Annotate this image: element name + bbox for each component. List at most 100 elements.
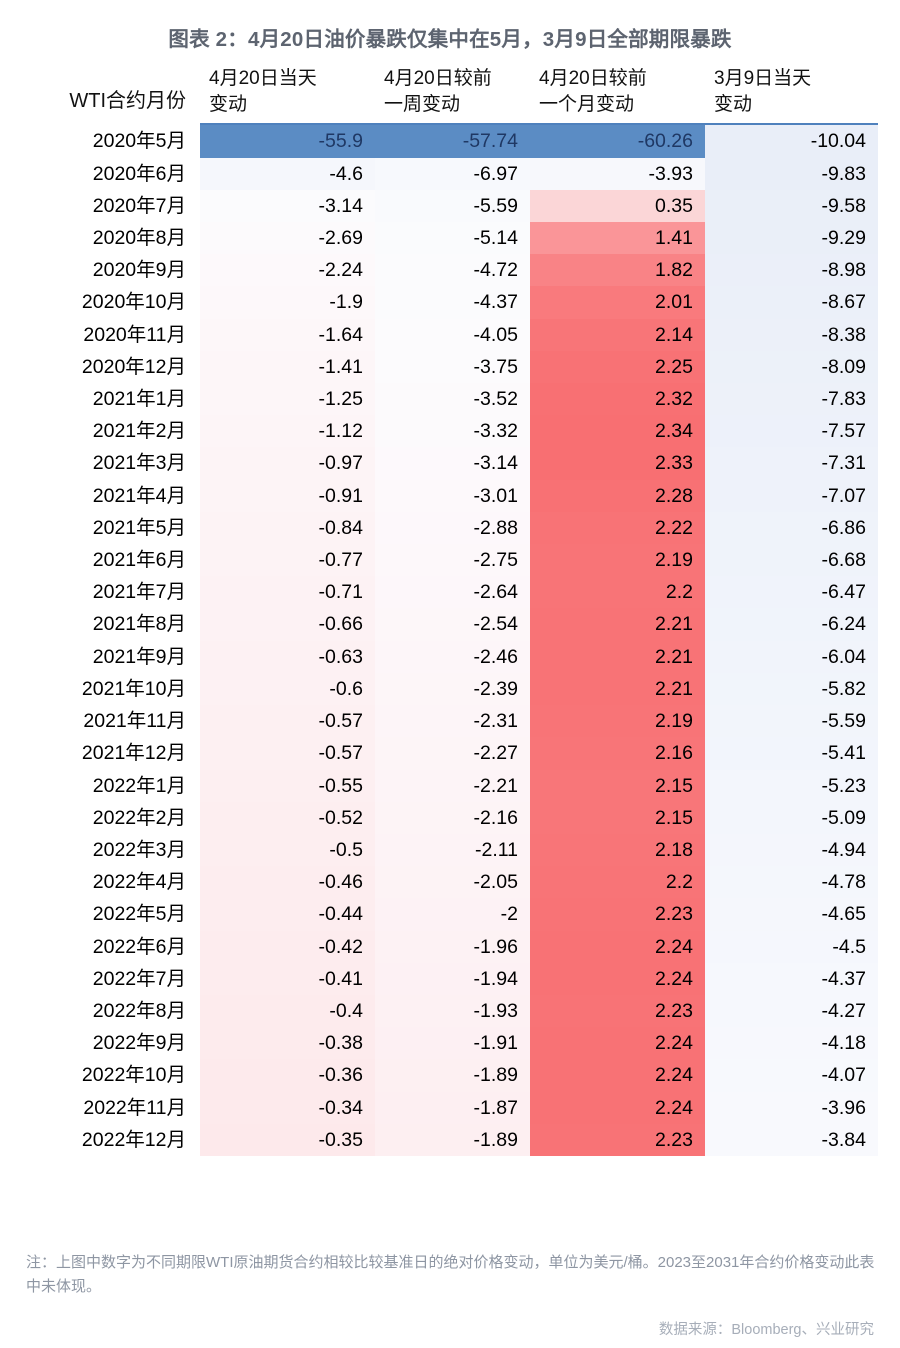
cell-d4: -5.23	[705, 769, 878, 802]
column-header-d3-line1: 4月20日较前	[539, 68, 647, 89]
table-row: 2020年10月 -1.9 -4.37 2.01 -8.67	[22, 286, 878, 319]
cell-d3: 1.41	[530, 222, 705, 255]
row-label-month: 2022年2月	[92, 806, 186, 829]
cell-d4: -4.65	[705, 898, 878, 931]
column-header-d1-line1: 4月20日当天	[209, 68, 317, 89]
cell-d1: -0.34	[200, 1091, 375, 1124]
cell-d4: -6.68	[705, 544, 878, 577]
cell-d1: -0.77	[200, 544, 375, 577]
row-label-month: 2020年7月	[92, 194, 186, 217]
table-row: 2022年11月 -0.34 -1.87 2.24 -3.96	[22, 1091, 878, 1124]
table-row: 2022年2月 -0.52 -2.16 2.15 -5.09	[22, 801, 878, 834]
row-label-month: 2021年2月	[92, 420, 186, 443]
table-header: WTI合约月份 4月20日当天 变动 4月20日较前 一周变动 4月20日较前 …	[22, 66, 878, 126]
row-label-month: 2021年1月	[92, 388, 186, 411]
column-header-d3-line2: 一个月变动	[539, 94, 635, 116]
row-label-month: 2021年10月	[81, 677, 186, 700]
cell-d1: -55.9	[200, 124, 375, 158]
row-label-month: 2022年6月	[92, 935, 186, 958]
cell-d1: -0.35	[200, 1123, 375, 1156]
table-row: 2021年8月 -0.66 -2.54 2.21 -6.24	[22, 608, 878, 641]
cell-d2: -2.54	[375, 608, 530, 641]
row-label-month: 2021年7月	[92, 581, 186, 604]
column-header-d1: 4月20日当天 变动	[200, 66, 375, 126]
cell-d2: -1.94	[375, 962, 530, 995]
table-body: 2020年5月 -55.9 -57.74 -60.26 -10.04 2020年6月 -4.…	[22, 124, 878, 1156]
cell-d4: -6.86	[705, 511, 878, 545]
cell-d2: -3.75	[375, 350, 530, 384]
cell-d2: -57.74	[375, 124, 530, 158]
row-label-month: 2021年9月	[92, 645, 186, 668]
row-label-month: 2022年12月	[81, 1128, 186, 1151]
cell-d2: -1.89	[375, 1123, 530, 1156]
column-header-d2-line2: 一周变动	[384, 94, 461, 116]
cell-d3: 2.23	[530, 994, 705, 1028]
cell-d4: -9.83	[705, 157, 878, 190]
cell-d2: -2.27	[375, 737, 530, 770]
cell-d3: 2.19	[530, 705, 705, 738]
cell-d1: -2.69	[200, 222, 375, 255]
cell-d2: -2.05	[375, 866, 530, 899]
cell-d1: -1.9	[200, 286, 375, 319]
cell-d4: -9.29	[705, 222, 878, 255]
table-row: 2020年12月 -1.41 -3.75 2.25 -8.09	[22, 350, 878, 384]
cell-d3: 2.21	[530, 640, 705, 673]
cell-d4: -9.58	[705, 189, 878, 223]
row-label-month: 2022年3月	[92, 838, 186, 861]
cell-d1: -1.64	[200, 318, 375, 351]
cell-d2: -3.32	[375, 415, 530, 448]
cell-d1: -0.66	[200, 608, 375, 641]
cell-d1: -0.41	[200, 962, 375, 995]
cell-d1: -2.24	[200, 254, 375, 287]
column-header-d4-line1: 3月9日当天	[714, 68, 812, 89]
cell-d4: -7.83	[705, 383, 878, 416]
cell-d3: 2.2	[530, 576, 705, 609]
header-row: WTI合约月份 4月20日当天 变动 4月20日较前 一周变动 4月20日较前 …	[22, 66, 878, 126]
cell-d3: 2.24	[530, 930, 705, 963]
table-row: 2022年4月 -0.46 -2.05 2.2 -4.78	[22, 866, 878, 899]
cell-d4: -4.94	[705, 833, 878, 867]
row-label-month: 2020年5月	[92, 129, 186, 152]
table-row: 2022年1月 -0.55 -2.21 2.15 -5.23	[22, 769, 878, 802]
cell-d3: 2.34	[530, 415, 705, 448]
cell-d3: 2.14	[530, 318, 705, 351]
cell-d2: -3.14	[375, 447, 530, 480]
cell-d2: -2.46	[375, 640, 530, 673]
cell-d4: -4.07	[705, 1059, 878, 1092]
cell-d1: -0.57	[200, 705, 375, 738]
cell-d1: -0.97	[200, 447, 375, 480]
cell-d3: 1.82	[530, 254, 705, 287]
row-label-month: 2021年5月	[92, 516, 186, 539]
row-label-month: 2021年4月	[92, 484, 186, 507]
cell-d4: -8.09	[705, 350, 878, 384]
row-label-month: 2022年9月	[92, 1032, 186, 1055]
cell-d1: -0.38	[200, 1027, 375, 1060]
column-header-month: WTI合约月份	[69, 89, 186, 112]
cell-d4: -5.09	[705, 801, 878, 834]
cell-d1: -0.36	[200, 1059, 375, 1092]
figure-source: 数据来源：Bloomberg、兴业研究	[658, 1322, 874, 1338]
table-row: 2022年5月 -0.44 -2 2.23 -4.65	[22, 898, 878, 931]
table-row: 2022年3月 -0.5 -2.11 2.18 -4.94	[22, 833, 878, 867]
cell-d4: -5.82	[705, 672, 878, 706]
cell-d2: -2.88	[375, 511, 530, 545]
cell-d3: 2.01	[530, 286, 705, 319]
cell-d3: 2.23	[530, 898, 705, 931]
row-label-month: 2021年6月	[92, 549, 186, 572]
column-header-d1-line2: 变动	[209, 94, 248, 116]
cell-d4: -4.18	[705, 1027, 878, 1060]
cell-d2: -2.16	[375, 801, 530, 834]
cell-d2: -3.52	[375, 383, 530, 416]
cell-d2: -2.11	[375, 833, 530, 867]
row-label-month: 2022年7月	[92, 967, 186, 990]
table-row: 2020年6月 -4.6 -6.97 -3.93 -9.83	[22, 157, 878, 190]
row-label-month: 2020年11月	[83, 323, 186, 346]
cell-d4: -4.37	[705, 962, 878, 995]
row-label-month: 2020年8月	[92, 227, 186, 250]
cell-d4: -7.07	[705, 479, 878, 512]
figure-title: 图表 2：4月20日油价暴跌仅集中在5月，3月9日全部期限暴跌	[168, 28, 732, 51]
cell-d2: -1.89	[375, 1059, 530, 1092]
cell-d1: -0.5	[200, 833, 375, 867]
table-row: 2020年7月 -3.14 -5.59 0.35 -9.58	[22, 189, 878, 223]
cell-d3: 2.21	[530, 672, 705, 706]
